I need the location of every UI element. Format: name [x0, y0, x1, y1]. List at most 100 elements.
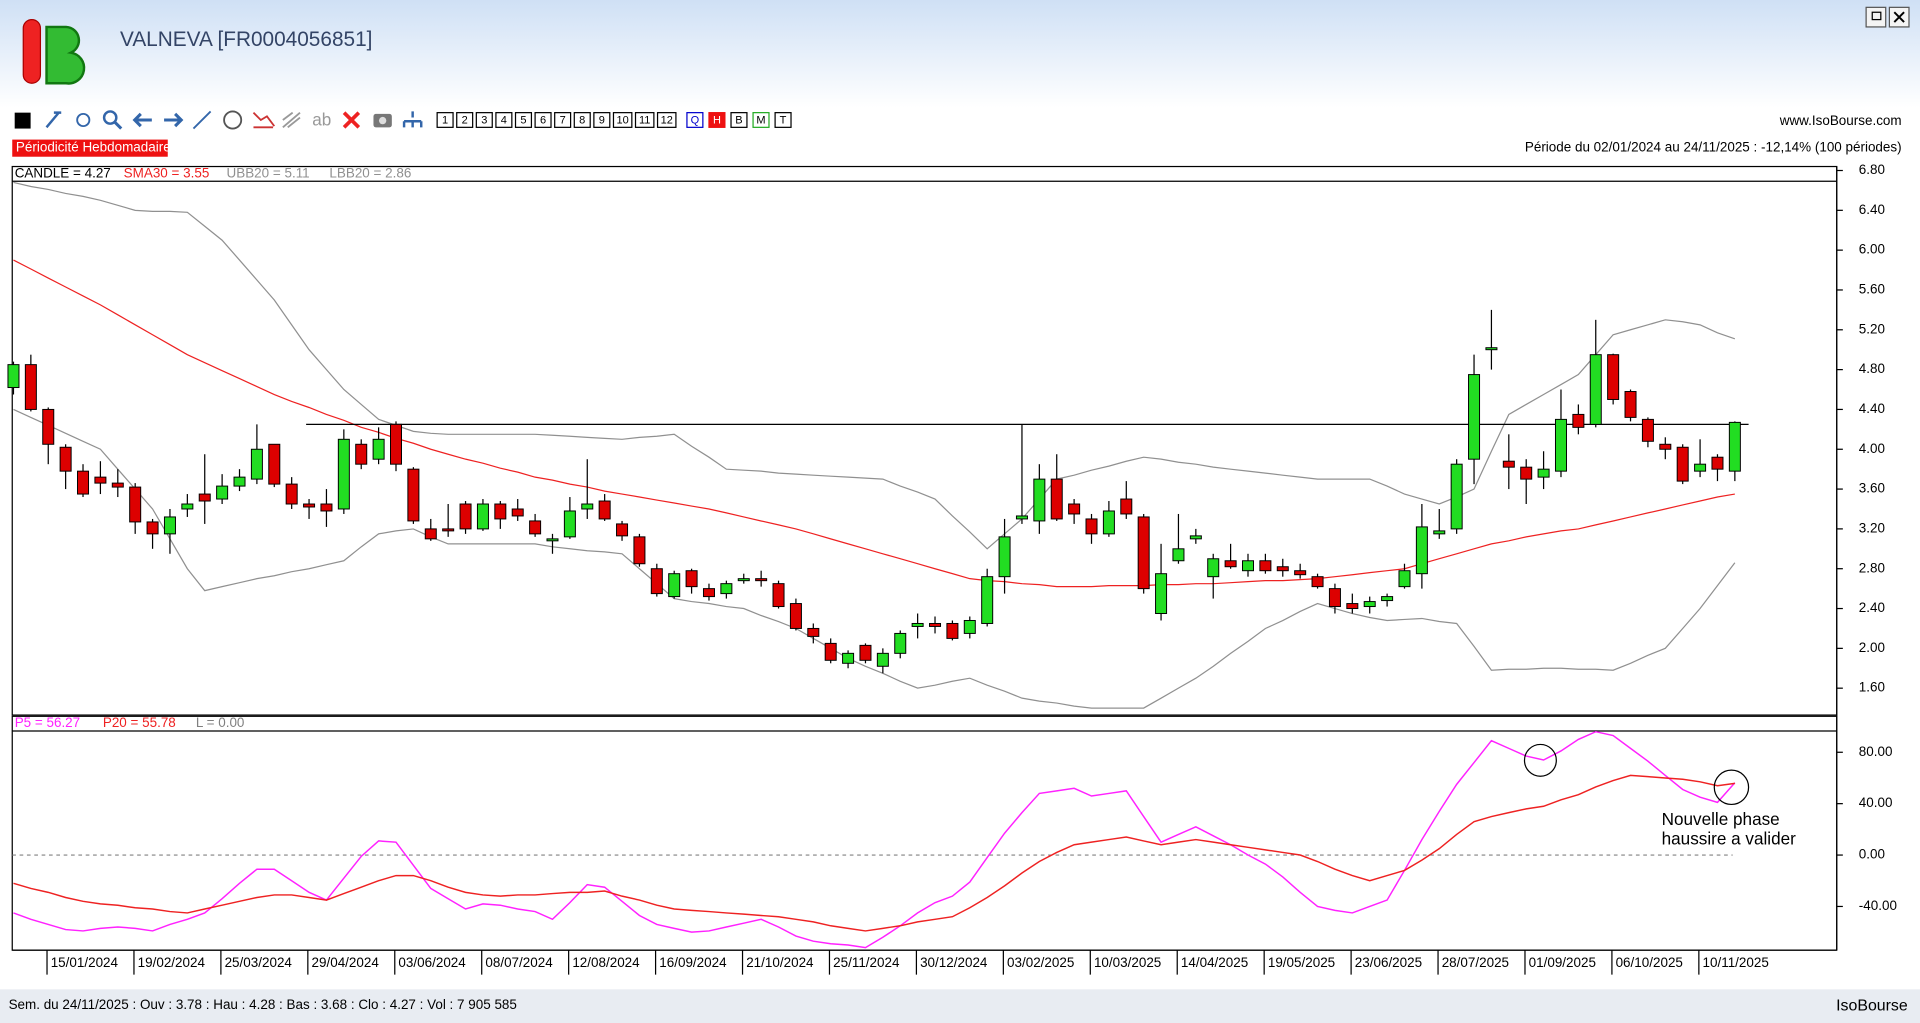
candle-body: [268, 443, 281, 485]
candle-body: [372, 438, 385, 460]
candle-body: [1641, 418, 1654, 442]
tool-delete[interactable]: [342, 111, 361, 129]
window-title: VALNEVA [FR0004056851]: [120, 28, 372, 51]
candle-body: [1242, 560, 1255, 572]
interval-button[interactable]: [686, 112, 704, 128]
period-button[interactable]: [612, 112, 633, 128]
tool-line[interactable]: [192, 110, 212, 130]
tool-circle[interactable]: [223, 110, 243, 130]
x-tick-label: 25/11/2024: [833, 955, 900, 970]
candle-body: [789, 603, 802, 629]
interval-label: H: [713, 115, 721, 127]
y-tick-label: 2.00: [1859, 640, 1885, 655]
interval-label: B: [735, 115, 742, 127]
period-button[interactable]: [514, 112, 533, 128]
y-tick-label: 1.60: [1859, 680, 1885, 695]
interval-button[interactable]: [752, 112, 770, 128]
annotation-circle: [1523, 743, 1557, 777]
logo: [22, 18, 86, 85]
tool-back[interactable]: [132, 112, 152, 128]
candle-body: [702, 588, 715, 598]
x-tick-label: 23/06/2025: [1355, 955, 1422, 970]
period-button[interactable]: [656, 112, 677, 128]
period-button[interactable]: [573, 112, 591, 128]
candle-body: [1259, 560, 1272, 572]
candle-body: [94, 476, 107, 484]
indicator-line: [13, 408, 1736, 709]
tool-fan[interactable]: [282, 111, 301, 129]
candle-body: [1468, 374, 1481, 460]
y-tick-label: 6.40: [1859, 202, 1885, 217]
site-link[interactable]: www.IsoBourse.com: [1779, 113, 1902, 128]
restore-button[interactable]: [1865, 6, 1887, 28]
candle-body: [1572, 413, 1585, 428]
period-button[interactable]: [534, 112, 552, 128]
tool-pen[interactable]: [45, 111, 62, 129]
candle-body: [981, 576, 994, 624]
indicator-line: [13, 259, 1735, 588]
tool-color[interactable]: [14, 112, 31, 129]
x-tick-label: 10/11/2025: [1703, 955, 1769, 970]
period-button[interactable]: [593, 112, 611, 128]
candle-body: [1207, 558, 1220, 578]
candle-body: [859, 644, 872, 661]
candle-body: [546, 538, 559, 542]
candle-body: [807, 627, 820, 637]
candle-body: [424, 528, 437, 540]
candle-body: [1085, 518, 1098, 535]
candle-body: [963, 619, 976, 634]
x-tick-label: 12/08/2024: [572, 955, 640, 970]
candle-body: [842, 652, 855, 664]
tool-forward[interactable]: [164, 112, 184, 128]
candle-body: [1485, 347, 1498, 351]
logo-b: [45, 25, 86, 85]
x-tick-label: 21/10/2024: [746, 955, 814, 970]
period-button[interactable]: [495, 112, 513, 128]
x-tick-label: 19/02/2024: [138, 955, 206, 970]
candle-body: [946, 622, 959, 639]
x-tick-label: 10/03/2025: [1094, 955, 1161, 970]
period-button[interactable]: [475, 112, 493, 128]
period-button[interactable]: [554, 112, 572, 128]
y-tick-label: 40.00: [1859, 795, 1893, 810]
candle-body: [1624, 391, 1637, 418]
y-tick-label: 2.40: [1859, 600, 1885, 615]
legend-entry: CANDLE = 4.27: [15, 165, 111, 180]
annotation-circle: [1713, 769, 1750, 806]
y-tick-label: 6.00: [1859, 242, 1885, 257]
candle-body: [1172, 548, 1185, 562]
y-tick-label: 2.80: [1859, 560, 1885, 575]
interval-button[interactable]: [774, 112, 792, 128]
x-tick-label: 28/07/2025: [1442, 955, 1509, 970]
candle-body: [7, 364, 20, 389]
candle-body: [998, 536, 1011, 578]
candle-body: [285, 483, 298, 505]
x-tick-label: 19/05/2025: [1268, 955, 1335, 970]
tool-text[interactable]: ab: [312, 110, 331, 130]
tool-chart[interactable]: [252, 111, 276, 129]
candle-body: [198, 493, 211, 502]
indicator-line: [13, 181, 1736, 550]
tool-zoom[interactable]: [102, 110, 118, 125]
interval-button[interactable]: [730, 112, 748, 128]
candle-body: [824, 642, 837, 661]
interval-button[interactable]: [708, 112, 726, 128]
period-button[interactable]: [456, 112, 474, 128]
period-button[interactable]: [436, 112, 454, 128]
tool-zoom-handle: [114, 121, 123, 130]
tool-target[interactable]: [76, 112, 91, 128]
brand: IsoBourse: [1836, 998, 1908, 1015]
candle-body: [1398, 570, 1411, 588]
candle-body: [755, 578, 768, 582]
candle-body: [337, 438, 350, 510]
y-tick-label: 5.20: [1859, 321, 1885, 336]
candle-body: [581, 503, 594, 510]
main-panel: [11, 165, 1838, 716]
candle-body: [929, 622, 942, 627]
period-button[interactable]: [634, 112, 655, 128]
x-tick-label: 01/09/2025: [1529, 955, 1596, 970]
window-buttons[interactable]: [1865, 6, 1910, 28]
tool-tree[interactable]: [402, 111, 423, 128]
